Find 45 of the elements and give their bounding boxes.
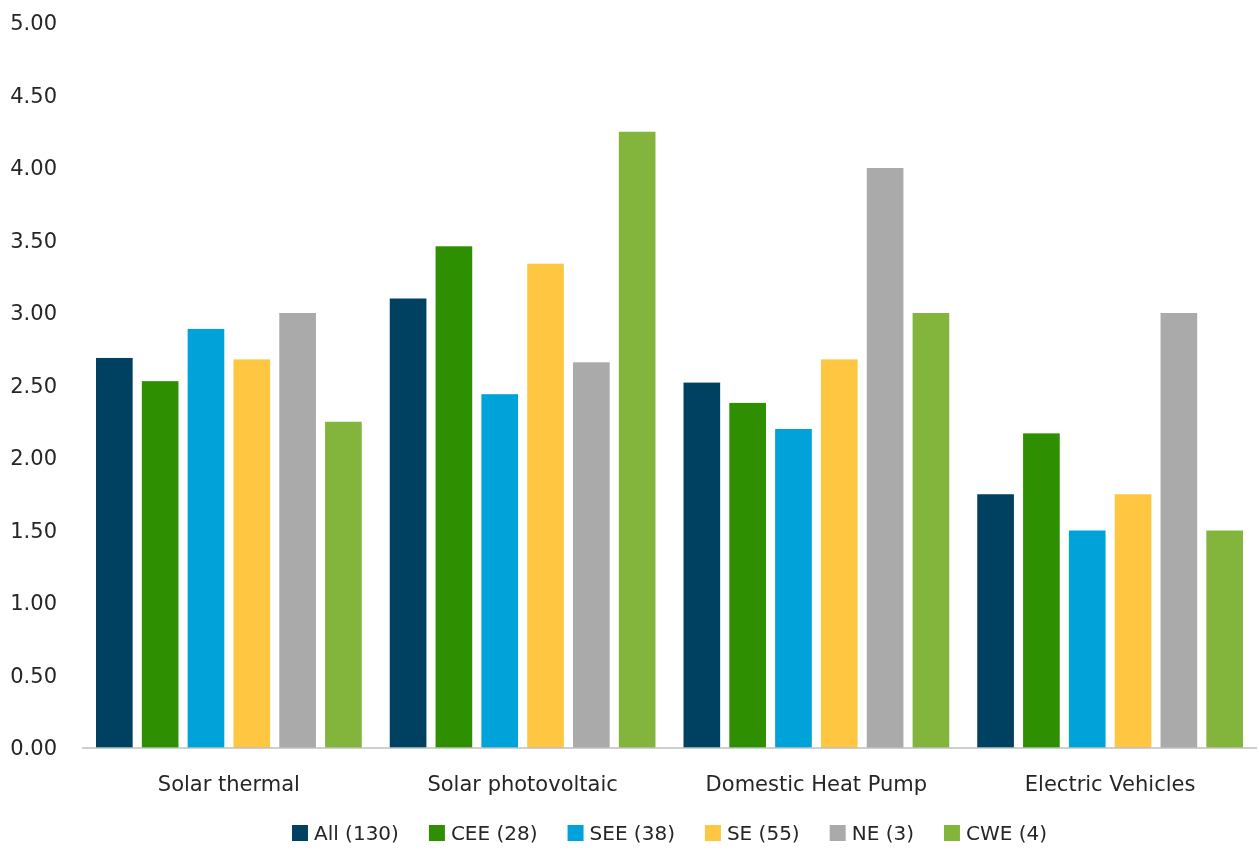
legend-label: CEE (28) bbox=[450, 821, 538, 845]
bar bbox=[1068, 530, 1106, 748]
y-tick-label: 5.00 bbox=[10, 11, 57, 36]
bar bbox=[729, 402, 766, 748]
bar bbox=[775, 429, 812, 748]
bar bbox=[866, 168, 904, 748]
bar bbox=[977, 494, 1014, 748]
y-tick-label: 4.00 bbox=[10, 156, 57, 181]
x-tick-label: Domestic Heat Pump bbox=[705, 772, 928, 797]
bar bbox=[481, 394, 519, 748]
y-tick-label: 0.00 bbox=[10, 736, 57, 761]
y-tick-label: 2.00 bbox=[10, 446, 57, 471]
bar bbox=[279, 313, 316, 748]
bar bbox=[1160, 313, 1198, 748]
y-tick-label: 1.50 bbox=[10, 518, 57, 543]
bar bbox=[325, 421, 362, 748]
x-tick-label: Electric Vehicles bbox=[1024, 772, 1196, 797]
x-tick-label: Solar photovoltaic bbox=[427, 772, 618, 797]
bar bbox=[1114, 494, 1152, 748]
y-tick-label: 3.00 bbox=[10, 301, 57, 326]
bar bbox=[820, 359, 858, 748]
bar bbox=[96, 357, 133, 748]
legend-label: NE (3) bbox=[851, 821, 914, 845]
bar bbox=[683, 382, 721, 748]
x-tick-label: Solar thermal bbox=[157, 772, 300, 797]
bar bbox=[389, 298, 427, 748]
bar bbox=[1023, 433, 1060, 748]
bar bbox=[435, 246, 473, 748]
bar bbox=[618, 131, 656, 748]
legend-label: SEE (38) bbox=[589, 821, 675, 845]
bar bbox=[233, 359, 271, 748]
y-tick-label: 0.50 bbox=[10, 663, 57, 688]
y-tick-label: 3.50 bbox=[10, 228, 57, 253]
bar bbox=[912, 313, 950, 748]
y-tick-label: 4.50 bbox=[10, 83, 57, 108]
legend-label: All (130) bbox=[313, 821, 399, 845]
legend-label: CWE (4) bbox=[965, 821, 1048, 845]
bar bbox=[527, 263, 564, 748]
bar bbox=[187, 328, 225, 748]
bar bbox=[1206, 530, 1243, 748]
y-tick-label: 1.00 bbox=[10, 591, 57, 616]
bar bbox=[573, 362, 610, 748]
bar bbox=[141, 381, 179, 748]
y-tick-label: 2.50 bbox=[10, 373, 57, 398]
legend-label: SE (55) bbox=[726, 821, 800, 845]
